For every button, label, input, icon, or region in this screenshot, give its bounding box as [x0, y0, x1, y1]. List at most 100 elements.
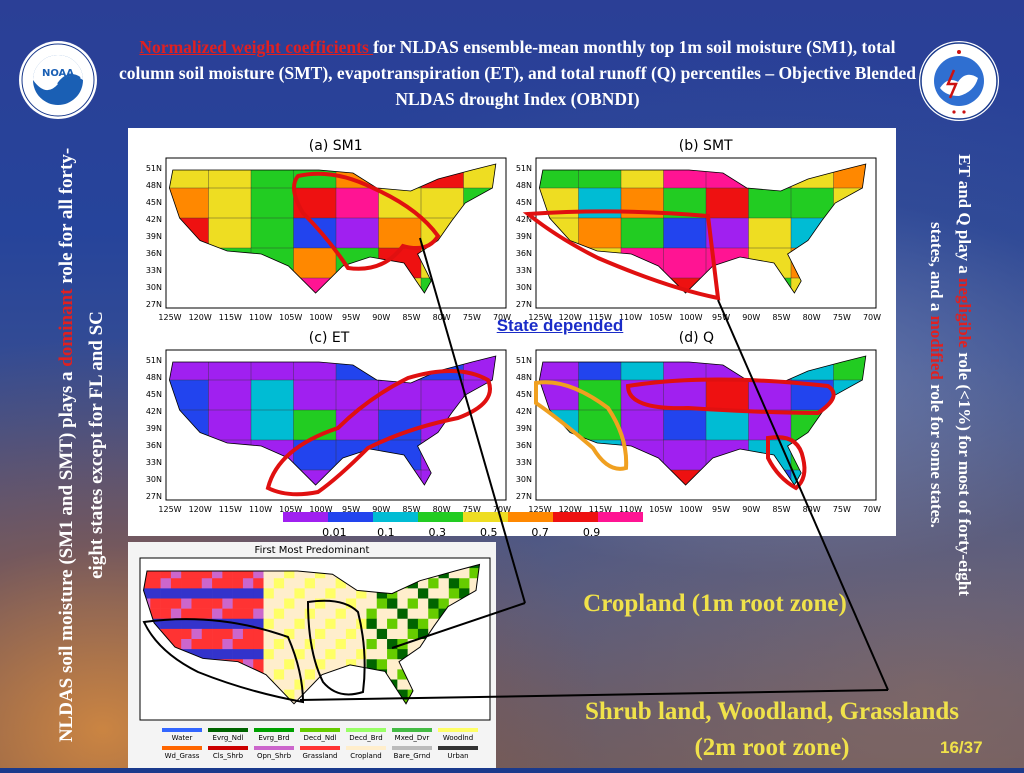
- veg-cell: [387, 608, 398, 620]
- veg-cell: [191, 598, 203, 609]
- veg-cell: [428, 598, 439, 609]
- state-cell: [620, 217, 665, 249]
- veg-legend-swatch: [208, 728, 248, 732]
- veg-cell: [212, 618, 223, 630]
- veg-cell: [294, 689, 306, 701]
- veg-cell: [232, 649, 244, 660]
- state-cell: [663, 379, 707, 411]
- lon-tick-label: 110W: [619, 505, 642, 514]
- veg-cell: [335, 649, 347, 660]
- lat-tick-label: 48N: [146, 373, 162, 382]
- veg-cell: [181, 588, 192, 599]
- slide-title: Normalized weight coefficients for NLDAS…: [110, 34, 925, 112]
- veg-cell: [366, 659, 378, 670]
- state-cell: [748, 217, 792, 249]
- veg-cell: [273, 578, 285, 589]
- veg-cell: [242, 628, 254, 640]
- veg-cell: [242, 598, 254, 609]
- veg-cell: [242, 568, 254, 579]
- lat-tick-label: 39N: [146, 232, 162, 241]
- veg-cell: [222, 628, 233, 640]
- svg-text:NOAA: NOAA: [42, 68, 74, 79]
- lat-tick-label: 33N: [146, 458, 162, 467]
- veg-cell: [191, 618, 203, 630]
- lon-tick-label: 85W: [772, 505, 790, 514]
- veg-cell: [284, 578, 295, 589]
- lat-tick-label: 48N: [516, 373, 532, 382]
- veg-cell: [315, 649, 326, 660]
- veg-cell: [366, 639, 378, 650]
- veg-cell: [273, 649, 285, 660]
- veg-cell: [150, 598, 161, 609]
- veg-cell: [284, 568, 295, 579]
- veg-cell: [253, 588, 264, 599]
- smt-highlight: [522, 209, 721, 301]
- veg-cell: [315, 628, 326, 640]
- veg-cell: [242, 608, 254, 620]
- veg-cell: [376, 618, 388, 630]
- veg-cell: [232, 578, 244, 589]
- lon-tick-label: 85W: [402, 505, 420, 514]
- title-rest: for NLDAS ensemble-mean monthly top 1m s…: [118, 37, 917, 109]
- veg-cell: [284, 598, 295, 609]
- veg-cell: [201, 608, 213, 620]
- veg-cell: [263, 659, 275, 670]
- veg-cell: [294, 639, 306, 650]
- lat-tick-label: 48N: [146, 181, 162, 190]
- shrub-callout: Shrub land, Woodland, Grasslands (2m roo…: [520, 694, 1024, 766]
- veg-cell: [335, 598, 347, 609]
- veg-cell: [242, 639, 254, 650]
- lon-tick-label: 105W: [279, 505, 302, 514]
- state-cell: [663, 217, 707, 249]
- veg-cell: [284, 679, 295, 690]
- lat-tick-label: 33N: [516, 458, 532, 467]
- veg-cell: [284, 669, 295, 680]
- map-panel-a: (a) SM1 51N 48N 45N 42N 39N 36N 33N 30N 27N 125W 12…: [146, 138, 511, 322]
- veg-cell: [160, 568, 172, 579]
- lat-tick-label: 45N: [146, 198, 162, 207]
- veg-cell: [150, 568, 161, 579]
- lat-tick-label: 36N: [516, 249, 532, 258]
- veg-cell: [325, 598, 336, 609]
- veg-cell: [335, 639, 347, 650]
- colorbar-label: 0.3: [429, 526, 447, 536]
- veg-cell: [242, 578, 254, 589]
- veg-cell: [304, 618, 316, 630]
- veg-cell: [212, 628, 223, 640]
- lon-tick-label: 90W: [372, 505, 390, 514]
- veg-cell: [263, 608, 275, 620]
- veg-cell: [417, 598, 429, 609]
- veg-cell: [335, 628, 347, 640]
- veg-cell: [325, 639, 336, 650]
- lon-tick-label: 105W: [649, 313, 672, 322]
- veg-cell: [253, 618, 264, 630]
- us-outline: [538, 163, 867, 294]
- veg-cell: [315, 659, 326, 670]
- veg-cell: [191, 608, 203, 620]
- veg-cell: [376, 659, 388, 670]
- veg-cell: [222, 588, 233, 599]
- veg-cell: [253, 578, 264, 589]
- veg-cell: [273, 618, 285, 630]
- lon-tick-label: 90W: [372, 313, 390, 322]
- veg-cell: [191, 568, 203, 579]
- veg-cell: [438, 578, 450, 589]
- lat-tick-label: 27N: [516, 492, 532, 501]
- veg-legend-swatch: [346, 746, 386, 750]
- veg-cell: [294, 659, 306, 670]
- veg-cell: [242, 659, 254, 670]
- veg-legend-label: Cls_Shrb: [213, 752, 244, 760]
- shrub-callout-line2: (2m root zone): [694, 734, 850, 761]
- veg-cell: [263, 649, 275, 660]
- lat-tick-label: 39N: [146, 424, 162, 433]
- veg-cell: [232, 608, 244, 620]
- veg-cell: [284, 588, 295, 599]
- veg-cell: [335, 578, 347, 589]
- veg-cell: [304, 588, 316, 599]
- right-note: ET and Q play a negligible role (<1%) fo…: [900, 140, 1000, 610]
- veg-cell: [294, 588, 306, 599]
- veg-cell: [304, 679, 316, 690]
- right-note-part1: ET and Q play a: [955, 154, 974, 279]
- lon-tick-label: 125W: [528, 505, 551, 514]
- veg-cell: [356, 588, 367, 599]
